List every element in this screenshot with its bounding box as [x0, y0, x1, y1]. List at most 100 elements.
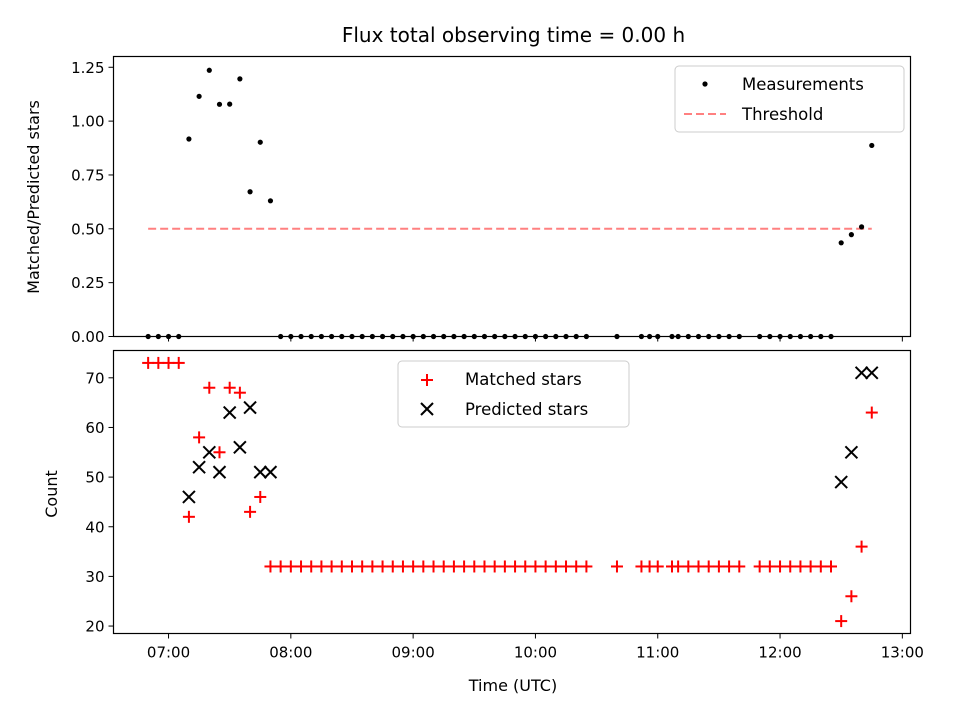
top-y-tick-label: 1.00	[71, 113, 104, 131]
x-tick-label: 11:00	[636, 644, 679, 662]
bottom-y-tick-label: 40	[85, 518, 104, 536]
matched-star-point	[509, 560, 522, 573]
matched-star-point	[315, 560, 328, 573]
matched-star-point	[529, 560, 542, 573]
matched-star-point	[172, 356, 185, 369]
measurement-point	[247, 189, 253, 195]
matched-star-point	[774, 560, 787, 573]
matched-star-point	[437, 560, 450, 573]
matched-star-point	[182, 510, 195, 523]
measurement-point	[227, 101, 233, 107]
measurement-point	[848, 232, 854, 238]
bottom-y-tick-label: 20	[85, 618, 104, 636]
matched-star-point	[356, 560, 369, 573]
top-y-tick-label: 0.50	[71, 220, 104, 238]
matched-star-point	[417, 560, 430, 573]
bottom-y-tick-label: 50	[85, 469, 104, 487]
matched-star-point	[152, 356, 165, 369]
predicted-star-point	[854, 366, 869, 380]
matched-star-point	[325, 560, 338, 573]
top-x-ticks	[168, 336, 903, 342]
predicted-star-point	[834, 475, 848, 489]
bottom-data-layer	[142, 356, 879, 628]
bottom-legend: Matched stars Predicted stars	[397, 360, 630, 428]
matched-star-point	[498, 560, 511, 573]
x-tick-label: 08:00	[269, 644, 312, 662]
legend-predicted-marker	[420, 402, 434, 416]
matched-star-point	[396, 560, 409, 573]
matched-star-point	[865, 406, 878, 419]
legend-measurements-label: Measurements	[742, 75, 864, 94]
measurement-point	[237, 76, 243, 82]
matched-star-point	[814, 560, 827, 573]
x-tick-label: 07:00	[147, 644, 190, 662]
matched-star-point	[478, 560, 491, 573]
predicted-star-point	[182, 490, 196, 504]
matched-star-point	[345, 560, 358, 573]
matched-star-point	[376, 560, 389, 573]
predicted-star-point	[192, 460, 206, 474]
matched-star-point	[335, 560, 348, 573]
bottom-legend-box	[397, 360, 630, 428]
top-y-tick-label: 0.75	[71, 166, 104, 184]
matched-star-point	[295, 560, 308, 573]
predicted-star-point	[263, 465, 278, 479]
measurement-point	[206, 67, 212, 73]
matched-star-point	[580, 560, 593, 573]
measurement-point	[257, 139, 263, 145]
predicted-star-point	[202, 445, 217, 459]
matched-star-point	[692, 560, 705, 573]
matched-star-point	[162, 356, 175, 369]
top-y-tick-label: 0.00	[71, 328, 104, 346]
matched-star-point	[672, 560, 685, 573]
matched-star-point	[855, 540, 868, 553]
matched-star-point	[213, 446, 226, 459]
bottom-y-ticks: 20 30 40 50 60 70	[85, 369, 114, 636]
predicted-star-point	[865, 366, 879, 380]
matched-star-point	[845, 590, 858, 603]
measurement-point	[838, 240, 844, 246]
bottom-y-tick-label: 70	[85, 369, 104, 387]
measurement-point	[858, 224, 865, 230]
matched-star-point	[233, 386, 246, 399]
matched-star-point	[794, 560, 807, 573]
matched-star-point	[203, 381, 216, 394]
legend-measurements-marker	[702, 81, 708, 87]
matched-star-point	[142, 356, 155, 369]
matched-star-point	[560, 560, 573, 573]
predicted-star-point	[222, 405, 237, 420]
top-legend-box	[674, 65, 905, 133]
matched-star-point	[193, 431, 206, 444]
measurement-point	[267, 198, 274, 204]
matched-star-point	[549, 560, 562, 573]
matched-star-point	[682, 560, 695, 573]
matched-star-point	[804, 560, 817, 573]
matched-star-point	[274, 560, 287, 573]
matched-star-point	[254, 490, 267, 503]
measurement-point	[186, 136, 192, 142]
matched-star-point	[305, 560, 318, 573]
matched-star-point	[784, 560, 797, 573]
matched-star-point	[763, 560, 776, 573]
legend-predicted-label: Predicted stars	[465, 400, 588, 419]
predicted-star-point	[233, 440, 247, 455]
bottom-axes-frame	[112, 349, 912, 635]
bottom-y-axis-label: Count	[42, 470, 61, 518]
top-y-axis-label: Matched/Predicted stars	[24, 100, 43, 294]
matched-star-point	[468, 560, 481, 573]
matched-star-point	[284, 560, 297, 573]
x-tick-label: 13:00	[881, 644, 924, 662]
matched-star-point	[519, 560, 532, 573]
top-legend: Measurements Threshold	[674, 65, 905, 133]
x-tick-label: 09:00	[392, 644, 435, 662]
top-y-tick-label: 0.25	[71, 274, 104, 292]
measurement-point	[216, 101, 223, 107]
matched-star-point	[264, 560, 277, 573]
matched-star-point	[488, 560, 501, 573]
predicted-star-point	[253, 465, 267, 479]
measurement-point	[196, 93, 202, 99]
measurement-point	[869, 142, 875, 149]
chart-title: Flux total observing time = 0.00 h	[342, 23, 685, 47]
legend-threshold-label: Threshold	[741, 105, 823, 124]
